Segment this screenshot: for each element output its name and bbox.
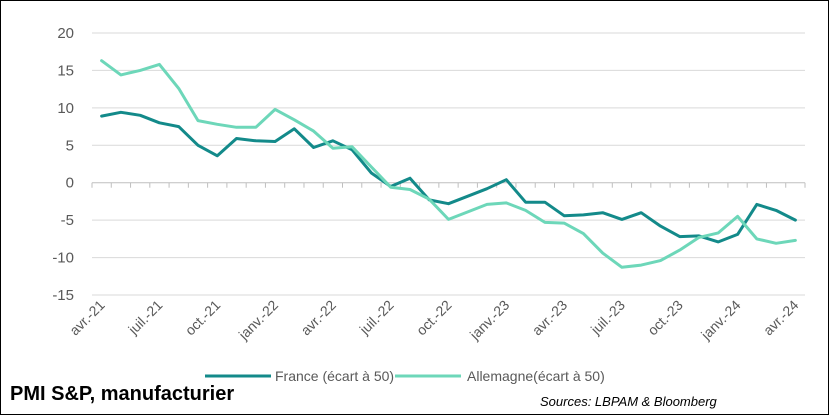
y-tick-label: 0: [66, 175, 74, 192]
legend-label: France (écart à 50): [275, 368, 394, 384]
x-tick-label: janv.-22: [235, 297, 282, 344]
x-tick-label: oct.-23: [644, 297, 686, 339]
series-line-france: [100, 110, 797, 244]
y-tick-label: -15: [52, 287, 74, 304]
y-tick-label: 10: [57, 100, 74, 117]
x-tick-label: oct.-21: [182, 297, 224, 339]
source-note: Sources: LBPAM & Bloomberg: [540, 394, 717, 409]
x-tick-label: juil.-23: [587, 297, 628, 338]
y-tick-label: 5: [66, 137, 74, 154]
series-line-allemagne: [100, 59, 797, 269]
y-tick-label: -10: [52, 250, 74, 267]
x-tick-label: juil.-22: [356, 297, 397, 338]
x-tick-label: janv.-24: [697, 297, 744, 344]
y-tick-label: 15: [57, 62, 74, 79]
x-tick-label: avr.-23: [529, 297, 571, 339]
y-tick-label: -5: [61, 212, 74, 229]
legend-label: Allemagne(écart à 50): [467, 368, 605, 384]
x-tick-label: janv.-23: [466, 297, 513, 344]
x-tick-label: avr.-22: [297, 297, 339, 339]
x-tick-label: oct.-22: [413, 297, 455, 339]
chart-title: PMI S&P, manufacturier: [10, 383, 235, 405]
y-tick-label: 20: [57, 25, 74, 42]
x-tick-label: avr.-24: [760, 297, 802, 339]
x-tick-label: juil.-21: [124, 297, 165, 338]
